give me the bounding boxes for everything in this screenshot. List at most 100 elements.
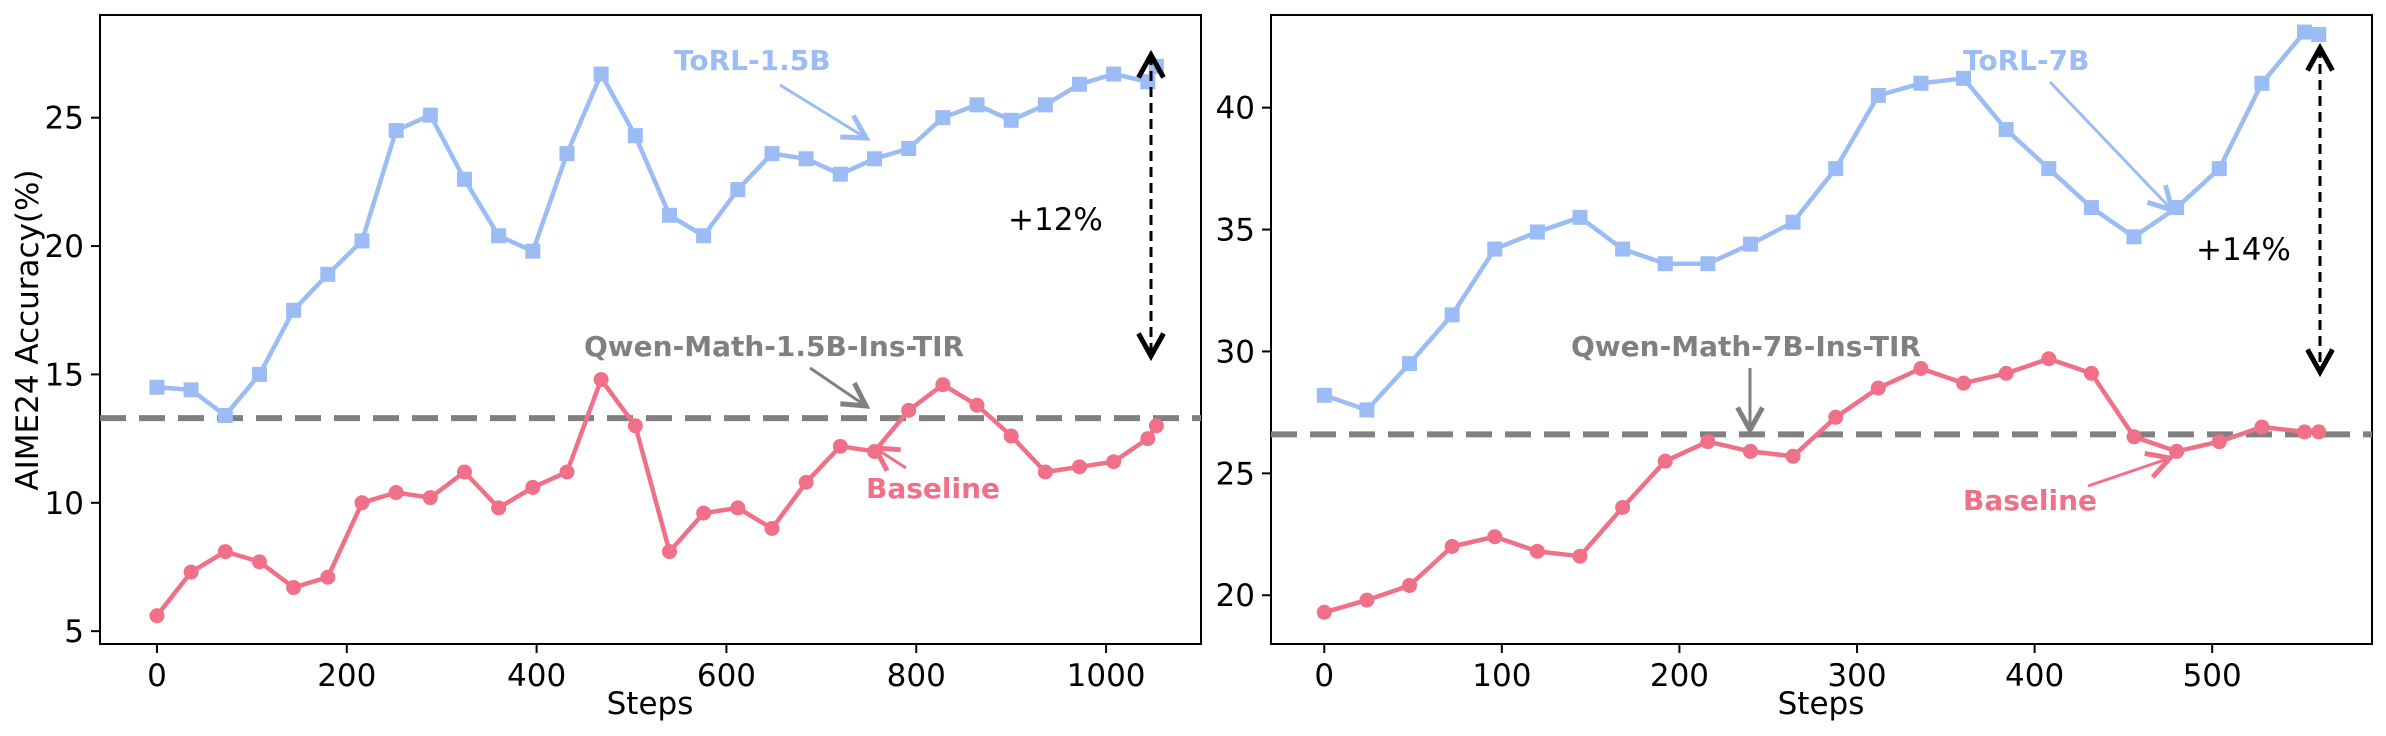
data-point [1037, 464, 1053, 480]
data-point [627, 418, 643, 434]
x-tick-label: 200 [317, 658, 376, 694]
x-tick-label: 400 [507, 658, 566, 694]
data-point [730, 182, 746, 198]
data-point [2211, 434, 2227, 450]
data-point [798, 151, 814, 167]
qwen-label: Qwen-Math-1.5B-Ins-TIR [584, 330, 964, 363]
data-point [1870, 87, 1886, 103]
baseline-label: Baseline [866, 472, 1000, 505]
x-tick-label: 800 [887, 658, 946, 694]
data-point [832, 166, 848, 182]
data-point [1657, 453, 1673, 469]
data-point [1998, 122, 2014, 138]
data-point [1785, 214, 1801, 230]
data-point [1700, 434, 1716, 450]
data-point [798, 474, 814, 490]
torl-label: ToRL-1.5B [674, 44, 831, 77]
data-point [1140, 431, 1156, 447]
data-point [183, 382, 199, 398]
data-point [2083, 365, 2099, 381]
torl-arrow [779, 83, 866, 138]
y-tick-label: 15 [45, 357, 84, 393]
data-point [696, 505, 712, 521]
data-point [593, 372, 609, 388]
data-point [525, 479, 541, 495]
torl-label: ToRL-7B [1963, 44, 2089, 77]
data-point [764, 520, 780, 536]
x-tick-label: 0 [147, 658, 167, 694]
torl-arrow [2048, 80, 2172, 210]
data-point [354, 495, 370, 511]
data-point [2311, 424, 2327, 440]
y-tick-label: 20 [45, 229, 84, 265]
x-tick-label: 1000 [1067, 658, 1146, 694]
data-point [764, 146, 780, 162]
data-point [2083, 200, 2099, 216]
data-point [935, 377, 951, 393]
data-point [1742, 236, 1758, 252]
data-point [183, 564, 199, 580]
data-point [559, 464, 575, 480]
data-point [1956, 70, 1972, 86]
data-point [422, 107, 438, 123]
y-tick-label: 40 [1216, 91, 1255, 127]
qwen-arrow [809, 366, 866, 406]
data-point [286, 302, 302, 318]
data-point [2169, 443, 2185, 459]
data-point [2126, 229, 2142, 245]
y-tick-label: 25 [1216, 456, 1255, 492]
data-point [1148, 418, 1164, 434]
data-point [251, 554, 267, 570]
x-tick-label: 600 [697, 658, 756, 694]
data-point [730, 500, 746, 516]
data-point [1359, 402, 1375, 418]
data-point [2041, 161, 2057, 177]
plot-frame [1270, 14, 2373, 645]
tick-group: 0 100 200 300 400 500 20 25 30 35 40 [1216, 91, 2242, 694]
data-point [286, 580, 302, 596]
data-point [456, 171, 472, 187]
data-point [1037, 97, 1053, 113]
data-point [320, 266, 336, 282]
data-point [2311, 27, 2327, 43]
data-point [2126, 429, 2142, 445]
data-point [832, 438, 848, 454]
data-point [491, 500, 507, 516]
chart-left: 0 200 400 600 800 1000 5 10 15 20 25 Steps AIME24 … [10, 14, 1202, 722]
data-point [388, 485, 404, 501]
data-point [1444, 307, 1460, 323]
y-tick-label: 35 [1216, 213, 1255, 249]
data-point [1700, 256, 1716, 272]
x-axis-label: Steps [1778, 686, 1865, 722]
baseline-arrow [2087, 458, 2170, 488]
baseline-arrow [875, 448, 907, 468]
data-point [901, 141, 917, 157]
x-axis-label: Steps [607, 686, 694, 722]
x-tick-label: 100 [1472, 658, 1531, 694]
data-point [1444, 538, 1460, 554]
data-point [1529, 543, 1545, 559]
y-axis-label: AIME24 Accuracy(%) [10, 169, 46, 490]
data-point [1785, 448, 1801, 464]
data-point [1402, 356, 1418, 372]
data-point [1572, 548, 1588, 564]
data-point [1998, 365, 2014, 381]
data-point [866, 151, 882, 167]
data-point [901, 402, 917, 418]
y-tick-label: 20 [1216, 578, 1255, 614]
data-point [1140, 74, 1156, 90]
data-point [1359, 592, 1375, 608]
data-point [149, 379, 165, 395]
delta-label: +14% [2196, 232, 2291, 268]
delta-label: +12% [1008, 202, 1103, 238]
data-point [149, 608, 165, 624]
data-point [969, 97, 985, 113]
data-point [2041, 351, 2057, 367]
y-tick-label: 10 [45, 486, 84, 522]
data-point [1487, 529, 1503, 545]
data-point [1072, 76, 1088, 92]
data-point [1003, 112, 1019, 128]
plot-frame [99, 14, 1202, 645]
data-point [1615, 499, 1631, 515]
x-tick-label: 400 [2005, 658, 2064, 694]
